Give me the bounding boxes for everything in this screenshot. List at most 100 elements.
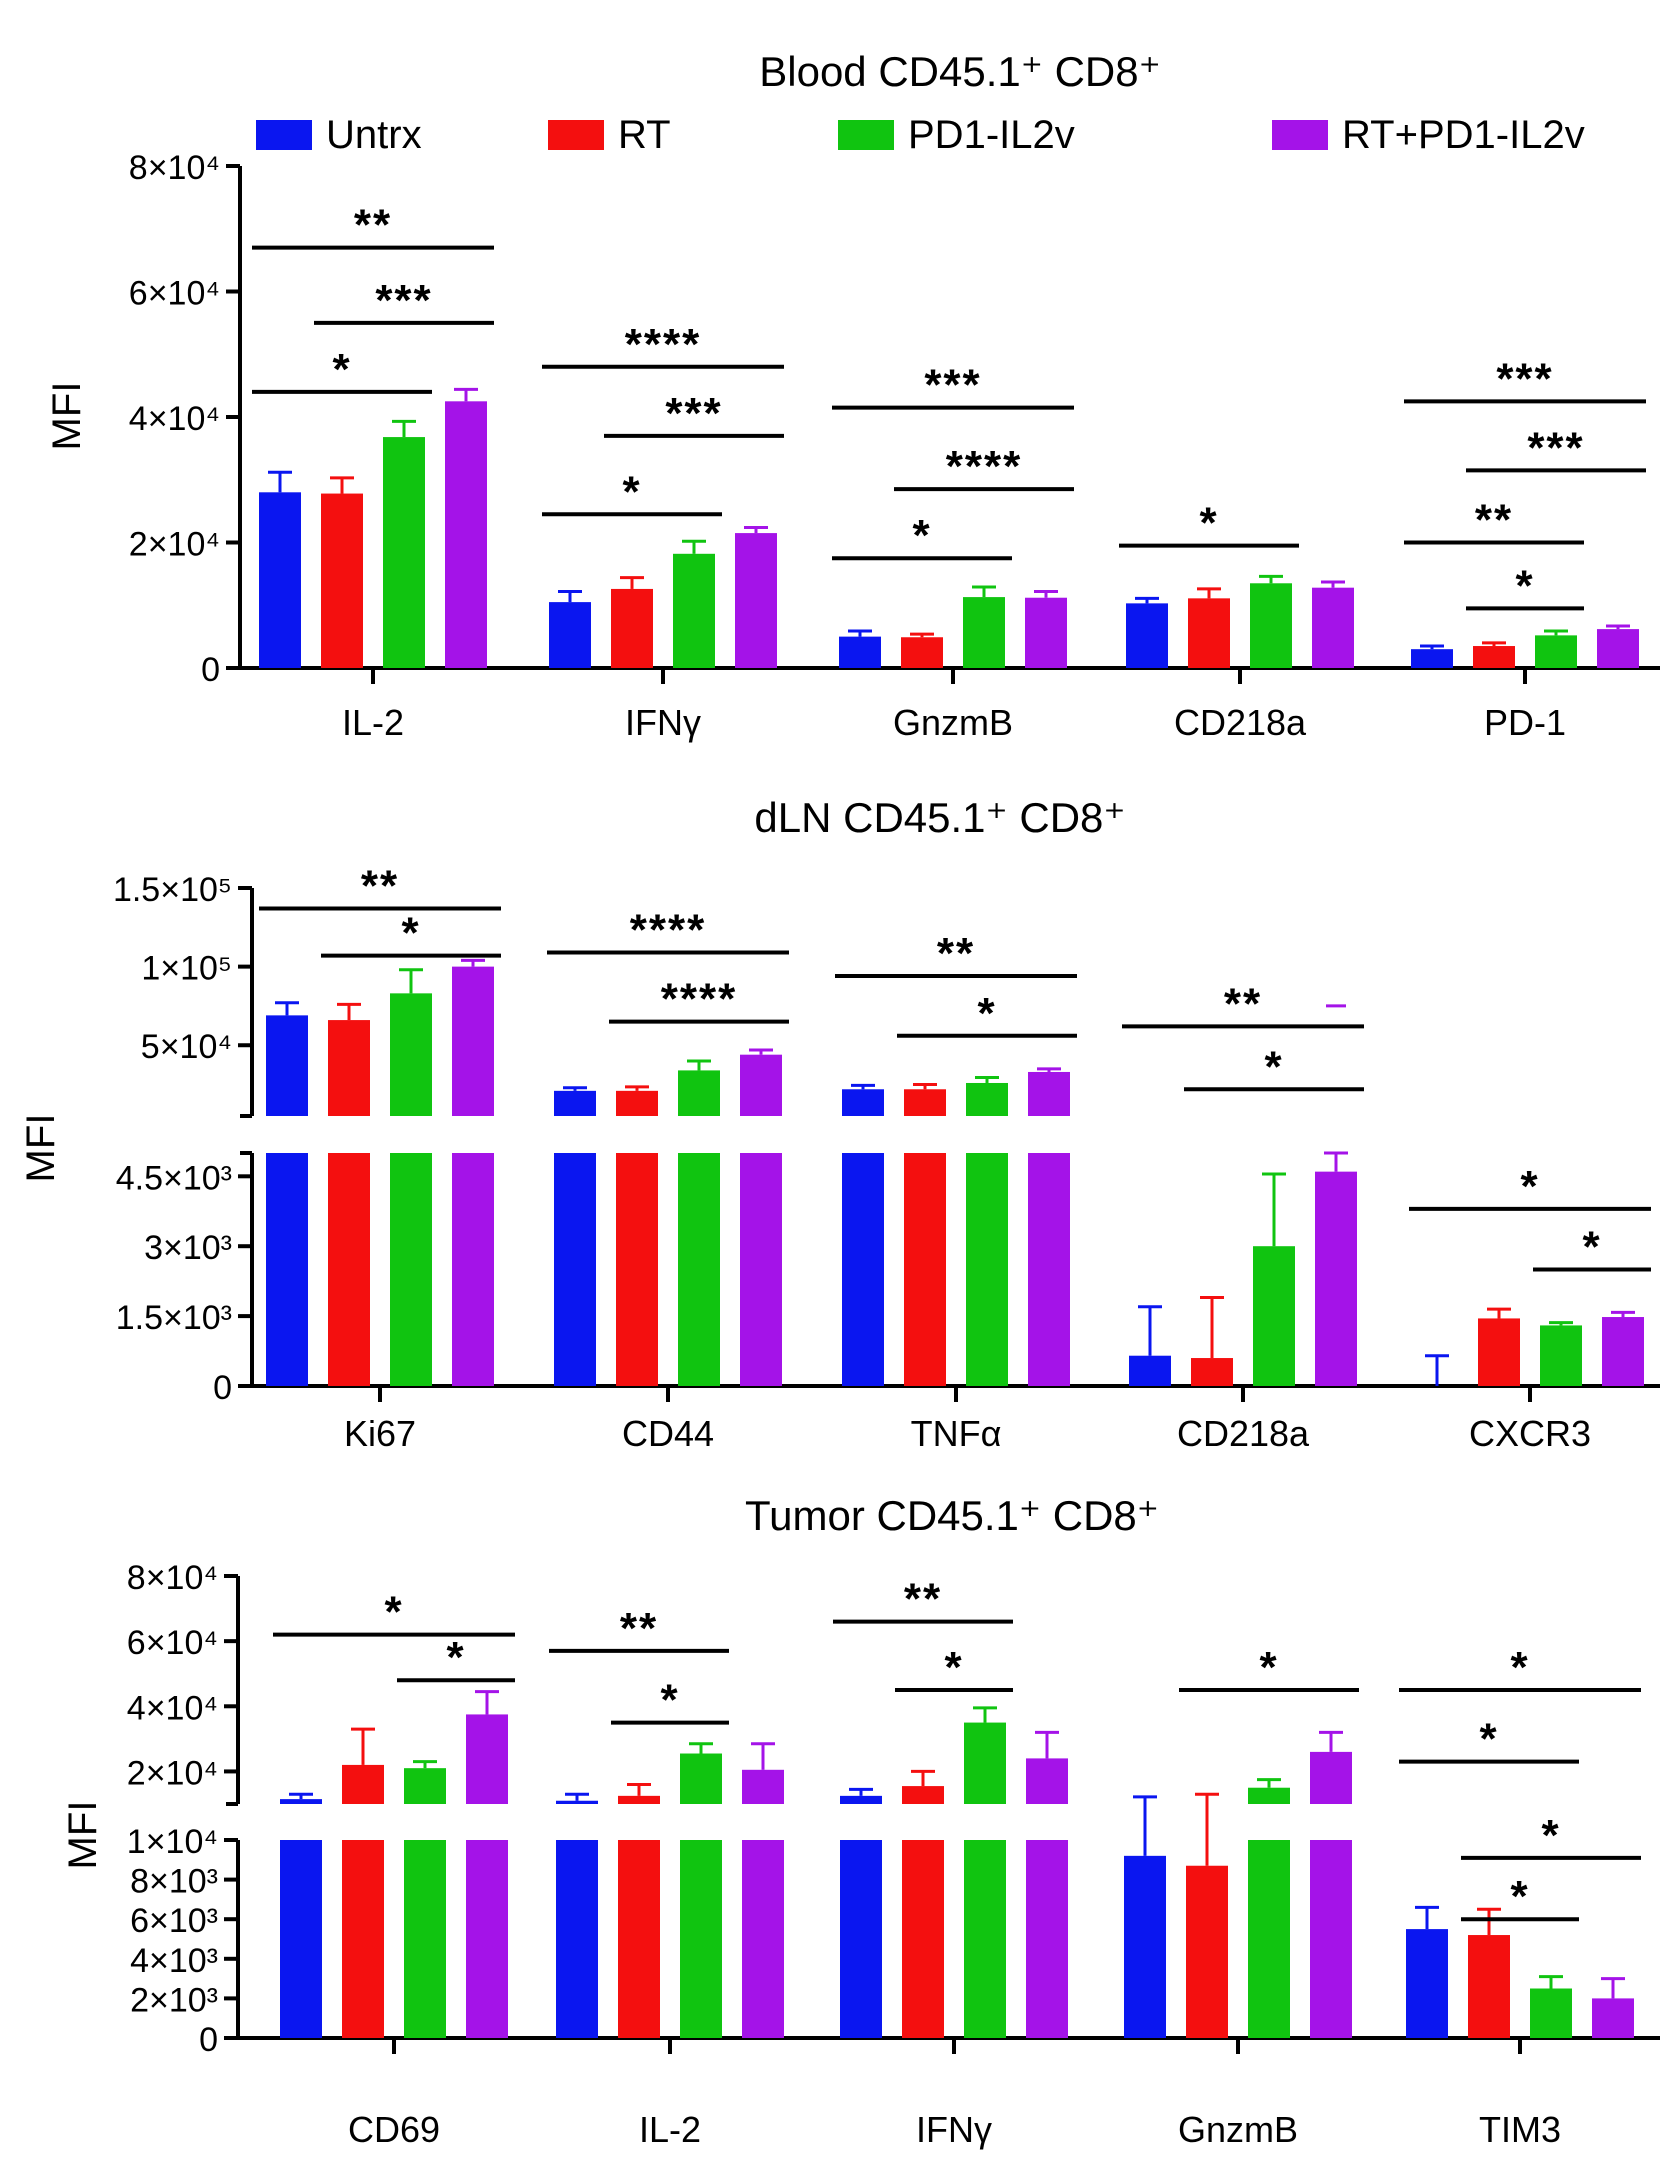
blood-bar-gnzmb-rt-pd1-il2v (1025, 597, 1067, 668)
tumor-bar-cd69-pd1-il2v-upper (404, 1768, 446, 1804)
blood-bar-cd218a-pd1-il2v (1250, 583, 1292, 668)
blood-bar-il2-rt (321, 493, 363, 668)
legend-entry-untrx: Untrx (256, 113, 422, 157)
dln-bar-cd44-rt-lower (616, 1153, 658, 1386)
dln-significance-stars-8: * (1520, 1162, 1539, 1211)
tumor-y-tick-label-6: 2×10⁴ (127, 1754, 218, 1792)
blood-bar-ifn-untrx (549, 602, 591, 668)
dln-bar-cxcr3-pd1-il2v (1540, 1325, 1582, 1386)
blood-significance-stars-11: *** (1527, 423, 1584, 472)
dln-significance-stars-4: ** (937, 929, 975, 978)
blood-significance-stars-0: ** (354, 201, 392, 250)
tumor-significance-stars-2: ** (620, 1604, 658, 1653)
dln-bar-cd218a-pd1-il2v (1253, 1246, 1295, 1386)
tumor-bar-cd69-rt-pd1-il2v-lower (466, 1840, 508, 2038)
tumor-bar-gnzmb-pd1-il2v-lower (1248, 1840, 1290, 2038)
blood-axes: 0 2×10⁴ 4×10⁴ 6×10⁴ 8×10⁴ (129, 149, 1660, 689)
dln-bar-cd44-pd1-il2v-upper (678, 1070, 720, 1116)
dln-bar-cxcr3-rt (1478, 1318, 1520, 1386)
blood-significance-stars-5: * (622, 467, 641, 516)
dln-y-tick-label-2: 3×10³ (144, 1229, 232, 1267)
dln-y-tick-label-0: 0 (213, 1369, 232, 1407)
legend-swatch-pd1-il2v (838, 120, 894, 150)
legend-swatch-untrx (256, 120, 312, 150)
dln-significance-stars-1: * (401, 909, 420, 958)
blood-category-label-3: CD218a (1174, 702, 1307, 743)
tumor-category-label-3: GnzmB (1178, 2109, 1298, 2150)
blood-category-label-1: IFNγ (625, 702, 701, 743)
dln-bar-cd218a-rt-pd1-il2v (1315, 1171, 1357, 1386)
dln-category-label-0: Ki67 (344, 1413, 416, 1454)
blood-y-tick-label-4: 8×10⁴ (129, 149, 220, 187)
tumor-category-labels: CD69 IL-2 IFNγ GnzmB TIM3 (348, 2109, 1561, 2150)
dln-bar-ki67-rt-pd1-il2v-upper (452, 966, 494, 1116)
dln-significance-stars-3: **** (661, 975, 738, 1024)
tumor-bar-ifn-pd1-il2v-lower (964, 1840, 1006, 2038)
dln-bar-ki67-rt-upper (328, 1020, 370, 1116)
tumor-significance-stars-3: * (660, 1676, 679, 1725)
dln-bars (266, 958, 1644, 1386)
tumor-bar-ifn-rt-lower (902, 1840, 944, 2038)
tumor-significance-stars-4: ** (904, 1575, 942, 1624)
dln-bar-ki67-pd1-il2v-upper (390, 993, 432, 1116)
dln-bar-tnf-rt-pd1-il2v-lower (1028, 1153, 1070, 1386)
blood-bar-ifn-rt-pd1-il2v (735, 533, 777, 668)
blood-significance-stars-13: * (1515, 561, 1534, 610)
legend-label-pd1-il2v: PD1-IL2v (908, 113, 1075, 157)
dln-bar-cd44-rt-pd1-il2v-lower (740, 1153, 782, 1386)
blood-bar-il2-untrx (259, 492, 301, 668)
tumor-bar-gnzmb-rt-pd1-il2v-lower (1310, 1840, 1352, 2038)
tumor-y-tick-label-0: 0 (199, 2021, 218, 2059)
tumor-bars (280, 1690, 1634, 2038)
tumor-y-tick-label-8: 6×10⁴ (127, 1624, 218, 1662)
dln-bar-ki67-rt-pd1-il2v-lower (452, 1153, 494, 1386)
blood-significance-stars-9: * (1199, 499, 1218, 548)
tumor-bar-ifn-rt-pd1-il2v-upper (1026, 1758, 1068, 1804)
dln-bar-tnf-untrx-lower (842, 1153, 884, 1386)
dln-bar-tnf-rt-pd1-il2v-upper (1028, 1071, 1070, 1116)
dln-bar-cd44-rt-upper (616, 1090, 658, 1116)
blood-panel: Blood CD45.1⁺ CD8⁺ MFI 0 2×10⁴ 4×10⁴ 6×10⁴ 8… (45, 48, 1660, 743)
blood-category-label-2: GnzmB (893, 702, 1013, 743)
blood-significance-stars-1: *** (375, 276, 432, 325)
dln-bar-tnf-untrx-upper (842, 1089, 884, 1116)
blood-y-tick-label-1: 2×10⁴ (129, 526, 220, 564)
tumor-panel-title: Tumor CD45.1⁺ CD8⁺ (745, 1492, 1159, 1539)
legend-label-rt: RT (618, 113, 671, 157)
dln-category-label-4: CXCR3 (1469, 1413, 1591, 1454)
dln-bar-ki67-pd1-il2v-lower (390, 1153, 432, 1386)
dln-significance: *** *********** ***** (259, 861, 1651, 1272)
dln-bar-cd44-untrx-upper (554, 1090, 596, 1116)
blood-significance-stars-12: ** (1475, 496, 1513, 545)
tumor-bar-cd69-untrx-upper (280, 1799, 322, 1804)
blood-bar-pd1-rt (1473, 646, 1515, 668)
dln-bar-tnf-rt-lower (904, 1153, 946, 1386)
blood-significance-stars-6: *** (924, 361, 981, 410)
blood-significance-stars-7: **** (946, 442, 1023, 491)
blood-bar-cd218a-rt-pd1-il2v (1312, 587, 1354, 668)
dln-bar-cd218a-rt (1191, 1358, 1233, 1386)
tumor-significance: ******** * **** (273, 1575, 1641, 1922)
tumor-bar-tim3-rt (1468, 1935, 1510, 2038)
dln-bar-ki67-untrx-lower (266, 1153, 308, 1386)
dln-y-tick-label-3: 4.5×10³ (116, 1159, 232, 1197)
blood-significance-stars-10: *** (1496, 354, 1553, 403)
blood-bar-gnzmb-rt (901, 637, 943, 668)
tumor-y-tick-label-5: 1×10⁴ (127, 1823, 218, 1861)
dln-y-tick-label-5: 1×10⁵ (141, 950, 232, 988)
blood-bar-pd1-pd1-il2v (1535, 635, 1577, 668)
legend-swatch-rt-pd1-il2v (1272, 120, 1328, 150)
tumor-bar-cd69-rt-lower (342, 1840, 384, 2038)
blood-significance: ********************** ********** (252, 201, 1646, 611)
legend-entry-rt: RT (548, 113, 671, 157)
dln-significance-stars-2: **** (630, 905, 707, 954)
tumor-y-tick-label-3: 6×10³ (130, 1902, 218, 1940)
tumor-bar-cd69-untrx-lower (280, 1840, 322, 2038)
tumor-bar-tim3-pd1-il2v (1530, 1988, 1572, 2038)
blood-y-axis-label: MFI (45, 382, 89, 451)
blood-bar-gnzmb-pd1-il2v (963, 597, 1005, 668)
blood-category-label-0: IL-2 (342, 702, 404, 743)
tumor-significance-stars-5: * (944, 1643, 963, 1692)
legend-entry-rt-pd1-il2v: RT+PD1-IL2v (1272, 113, 1585, 157)
tumor-bar-il2-pd1-il2v-lower (680, 1840, 722, 2038)
